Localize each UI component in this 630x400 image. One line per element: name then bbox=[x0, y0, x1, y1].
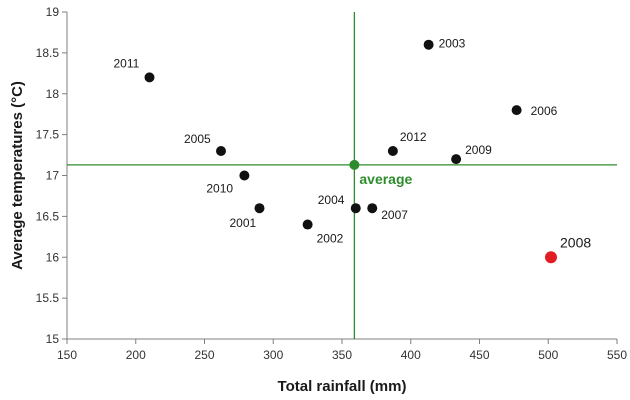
y-axis-title: Average temperatures (°C) bbox=[9, 81, 26, 270]
average-label: average bbox=[359, 171, 412, 187]
average-point bbox=[349, 159, 360, 170]
x-tick-label: 150 bbox=[57, 348, 77, 362]
x-tick-label: 200 bbox=[126, 348, 146, 362]
data-point-label: 2012 bbox=[400, 130, 427, 144]
y-tick-label: 17.5 bbox=[36, 128, 60, 142]
x-tick-label: 450 bbox=[469, 348, 489, 362]
data-point bbox=[350, 203, 361, 214]
point-labels: 2001 2002 2003 2004 2005 2006 2007 2008 2009 2010… bbox=[114, 37, 592, 251]
data-point bbox=[387, 145, 398, 156]
y-tick-label: 19 bbox=[46, 5, 60, 19]
data-point-label: 2001 bbox=[230, 216, 257, 230]
data-point bbox=[451, 154, 462, 165]
data-point-label: 2002 bbox=[317, 232, 344, 246]
x-axis-title: Total rainfall (mm) bbox=[278, 378, 407, 395]
data-point bbox=[545, 251, 557, 264]
x-tick-label: 400 bbox=[401, 348, 421, 362]
y-tick-label: 15 bbox=[46, 332, 60, 346]
data-point-label: 2009 bbox=[465, 143, 492, 157]
y-tick-label: 16 bbox=[46, 250, 60, 264]
y-tick-label: 17 bbox=[46, 169, 60, 183]
axes: 150 200 250 300 350 400 450 500 550 15 15.5 16 16.5 1… bbox=[36, 5, 628, 362]
data-point-label: 2005 bbox=[184, 132, 211, 146]
data-point bbox=[239, 170, 250, 181]
data-point-label: 2006 bbox=[531, 104, 558, 118]
x-tick-label: 300 bbox=[263, 348, 283, 362]
y-tick-label: 18 bbox=[46, 87, 60, 101]
x-tick-label: 500 bbox=[538, 348, 558, 362]
y-tick-label: 16.5 bbox=[36, 209, 60, 223]
data-point bbox=[302, 219, 313, 230]
y-tick-label: 18.5 bbox=[36, 46, 60, 60]
data-point-label: 2010 bbox=[206, 182, 233, 196]
data-point bbox=[254, 203, 265, 214]
y-tick-label: 15.5 bbox=[36, 291, 60, 305]
data-point-label: 2003 bbox=[439, 37, 466, 51]
data-point bbox=[511, 105, 522, 116]
data-points bbox=[144, 39, 557, 264]
data-point-label: 2007 bbox=[381, 208, 408, 222]
data-point bbox=[423, 39, 434, 50]
data-point-label: 2004 bbox=[318, 193, 345, 207]
x-tick-label: 550 bbox=[607, 348, 627, 362]
data-point-label: 2011 bbox=[114, 56, 140, 70]
average-lines: average bbox=[67, 12, 617, 339]
data-point-label: 2008 bbox=[560, 234, 591, 250]
data-point bbox=[216, 145, 226, 156]
data-point bbox=[144, 72, 155, 83]
x-tick-label: 250 bbox=[194, 348, 214, 362]
data-point bbox=[367, 203, 378, 214]
x-tick-label: 350 bbox=[332, 348, 352, 362]
